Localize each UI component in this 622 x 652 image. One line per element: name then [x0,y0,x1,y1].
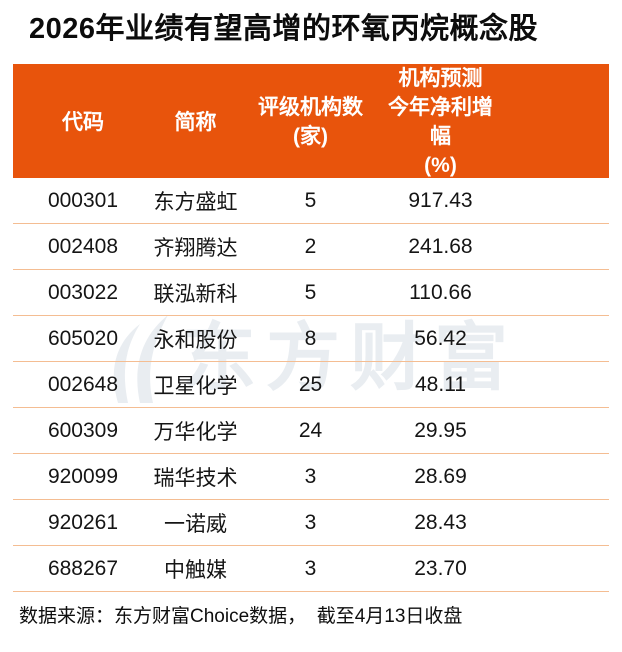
stock-name-cell: 联泓新科 [153,282,238,306]
table-header-row: 代码 简称 评级机构数 (家) 机构预测 今年净利增幅 (%) [13,64,609,178]
stock-code-cell: 002648 [47,372,119,396]
agency-count-cell: 2 [304,234,317,258]
table-body: 000301 东方盛虹 5 917.43 002408 齐翔腾达 2 241.6… [13,178,609,592]
stock-code-cell: 688267 [47,556,119,580]
page-title: 2026年业绩有望高增的环氧丙烷概念股 [29,13,539,45]
data-source-note: 数据来源：东方财富Choice数据， 截至4月13日收盘 [19,606,463,627]
growth-cell: 917.43 [408,188,473,212]
agency-count-cell: 24 [298,418,323,442]
growth-cell: 29.95 [414,418,467,442]
stock-name-cell: 东方盛虹 [153,190,238,214]
table-row: 605020 永和股份 8 56.42 [13,316,609,362]
table-row: 600309 万华化学 24 29.95 [13,408,609,454]
growth-cell: 56.42 [414,326,467,350]
stock-code-cell: 920099 [47,464,119,488]
growth-cell: 28.43 [414,510,467,534]
table-row: 002648 卫星化学 25 48.11 [13,362,609,408]
col-header-agencies: 评级机构数 (家) [258,96,363,148]
agency-count-cell: 5 [304,188,317,212]
stock-name-cell: 永和股份 [153,328,238,352]
table-row: 688267 中触媒 3 23.70 [13,546,609,592]
agency-count-cell: 3 [304,464,317,488]
table-row: 002408 齐翔腾达 2 241.68 [13,224,609,270]
stock-name-cell: 中触媒 [164,558,227,582]
stock-code-cell: 605020 [47,326,119,350]
stock-code-cell: 600309 [47,418,119,442]
stock-name-cell: 卫星化学 [153,374,238,398]
table-row: 000301 东方盛虹 5 917.43 [13,178,609,224]
agency-count-cell: 3 [304,510,317,534]
stock-code-cell: 000301 [47,188,119,212]
stock-name-cell: 一诺威 [164,512,227,536]
growth-cell: 110.66 [409,280,472,304]
stock-name-cell: 万华化学 [153,420,238,444]
growth-cell: 23.70 [414,556,467,580]
col-header-growth: 机构预测 今年净利增幅 (%) [388,67,493,177]
agency-count-cell: 8 [304,326,317,350]
growth-cell: 241.68 [408,234,473,258]
agency-count-cell: 25 [298,372,323,396]
agency-count-cell: 3 [304,556,317,580]
stock-code-cell: 920261 [47,510,119,534]
table-row: 920261 一诺威 3 28.43 [13,500,609,546]
col-header-name: 简称 [174,110,217,134]
agency-count-cell: 5 [304,280,317,304]
stock-name-cell: 瑞华技术 [153,466,238,490]
stock-table: 代码 简称 评级机构数 (家) 机构预测 今年净利增幅 (%) 000301 东… [13,64,609,592]
stock-code-cell: 002408 [47,234,119,258]
stock-name-cell: 齐翔腾达 [153,236,238,260]
growth-cell: 48.11 [415,372,466,396]
stock-code-cell: 003022 [47,280,119,304]
table-row: 920099 瑞华技术 3 28.69 [13,454,609,500]
growth-cell: 28.69 [414,464,467,488]
col-header-code: 代码 [62,110,104,134]
table-row: 003022 联泓新科 5 110.66 [13,270,609,316]
